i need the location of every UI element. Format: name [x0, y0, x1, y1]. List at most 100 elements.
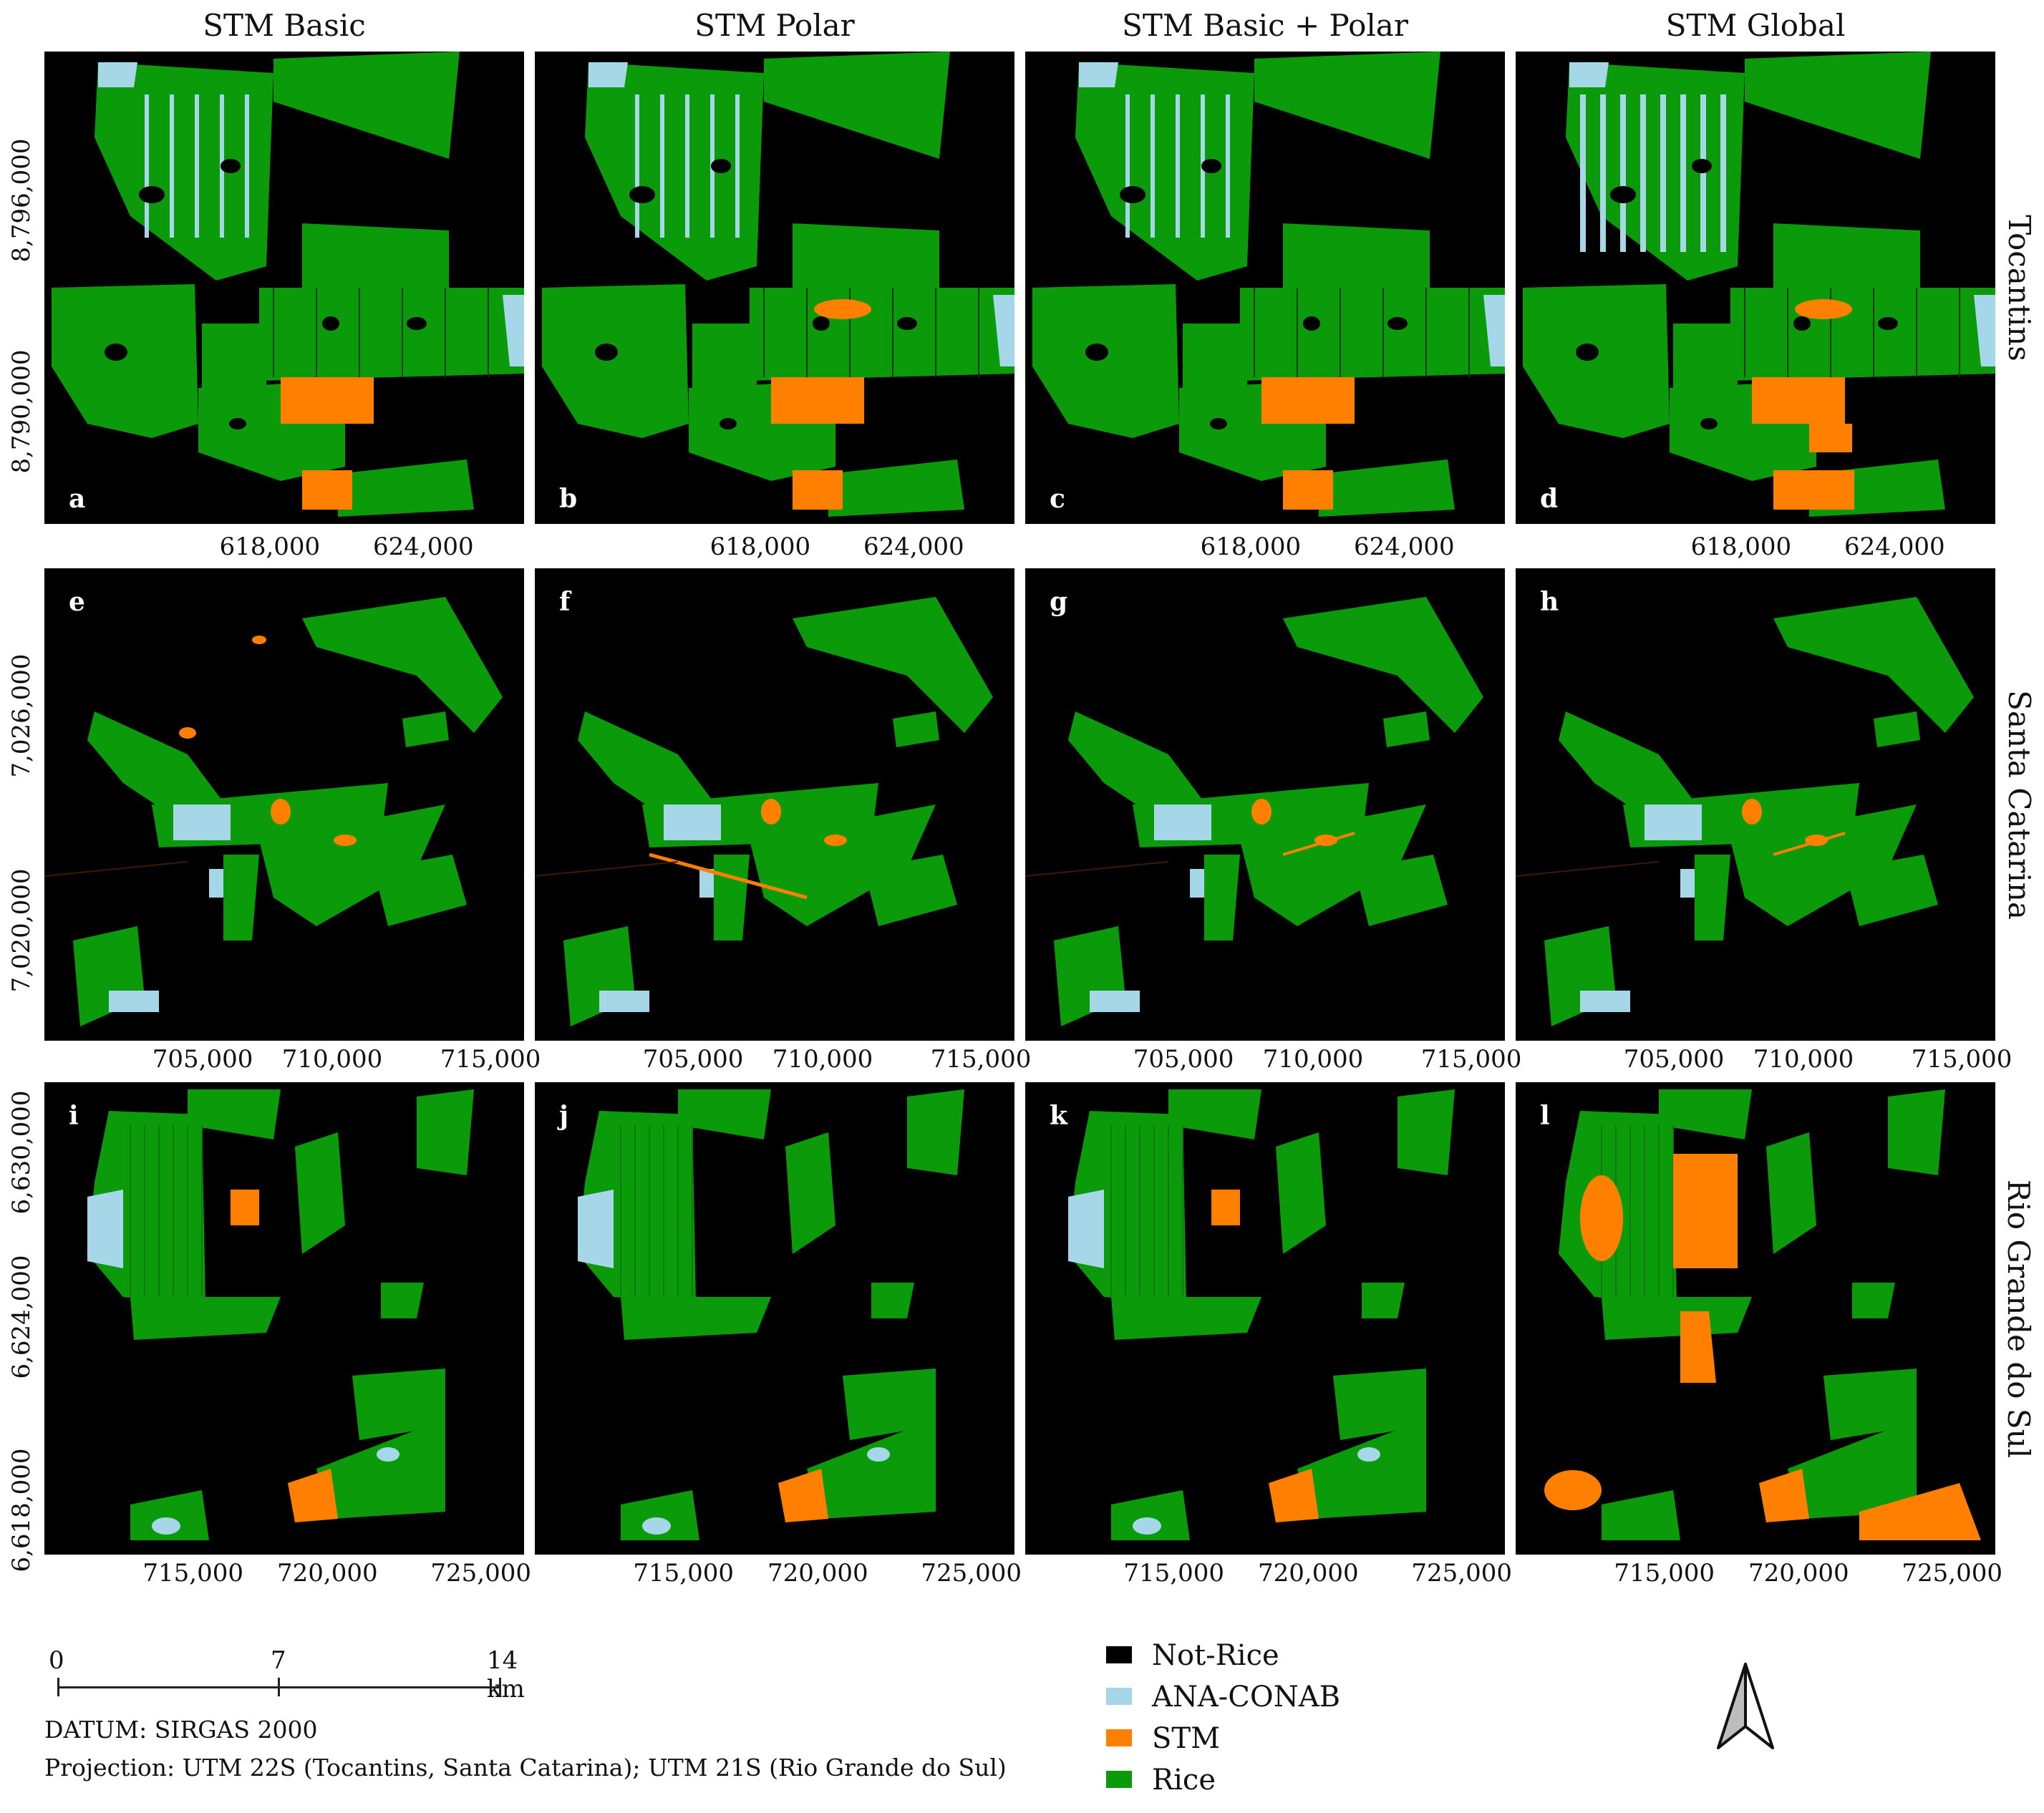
ana-conab-area: [109, 991, 159, 1012]
rice-field: [202, 324, 266, 388]
non-rice-gap: [1085, 344, 1108, 361]
rice-field: [1204, 855, 1240, 940]
river: [1025, 861, 1169, 877]
non-rice-gap: [1692, 159, 1712, 173]
non-rice-gap: [813, 316, 830, 331]
stm-area: [281, 377, 374, 424]
map-panel: j: [535, 1082, 1014, 1555]
non-rice-gap: [1700, 418, 1718, 429]
ana-conab-strip: [195, 94, 199, 238]
rice-field: [1788, 1419, 1917, 1519]
ana-conab-strip: [1600, 94, 1606, 252]
rice-field: [1168, 1089, 1261, 1139]
rice-field: [223, 855, 259, 940]
ana-conab-area: [1079, 62, 1118, 87]
ana-conab-area: [867, 1447, 890, 1462]
stm-area: [814, 299, 871, 319]
column-title: STM Basic: [203, 8, 366, 43]
rice-field: [1283, 597, 1483, 733]
legend-item: Not-Rice: [1106, 1638, 1392, 1673]
rice-field: [338, 460, 474, 517]
rice-field: [1319, 460, 1455, 517]
map-panel: b: [535, 52, 1014, 524]
legend-label: Rice: [1152, 1764, 1216, 1797]
rice-field: [828, 460, 964, 517]
ana-conab-area: [1645, 805, 1702, 840]
ana-conab-area: [599, 991, 649, 1012]
x-tick-label: 624,000: [1353, 533, 1455, 561]
rice-field: [785, 1132, 835, 1254]
ana-conab-area: [87, 1190, 123, 1268]
ana-conab-area: [1483, 295, 1505, 366]
map-raster: [542, 52, 1014, 517]
x-tick-label: 710,000: [281, 1045, 383, 1074]
rice-field: [1068, 711, 1211, 826]
x-tick-label: 715,000: [440, 1045, 541, 1074]
rice-field: [871, 1283, 914, 1318]
stm-area: [1283, 470, 1333, 510]
rice-field: [621, 1490, 699, 1540]
rice-field: [1602, 1297, 1752, 1340]
non-rice-gap: [1201, 159, 1221, 173]
ana-conab-area: [1190, 869, 1204, 898]
stm-area: [302, 470, 352, 510]
rice-field: [621, 1297, 771, 1340]
column-title: STM Global: [1665, 8, 1846, 43]
stm-area: [1211, 1190, 1240, 1225]
x-tick-label: 705,000: [152, 1045, 253, 1074]
non-rice-gap: [595, 344, 618, 361]
rice-field: [1333, 1369, 1426, 1440]
column-title: STM Basic + Polar: [1122, 8, 1408, 43]
non-rice-gap: [139, 186, 165, 203]
rice-field: [1888, 1089, 1945, 1175]
non-rice-gap: [720, 418, 737, 429]
panel-letter: d: [1540, 484, 1559, 514]
legend-swatch: [1106, 1729, 1132, 1746]
ana-conab-strip: [1660, 94, 1666, 252]
map-panel: f: [535, 568, 1014, 1041]
panel-letter: l: [1540, 1101, 1550, 1131]
scale-tick-label: 7: [271, 1646, 286, 1675]
non-rice-gap: [221, 159, 241, 173]
x-tick-label: 710,000: [1753, 1045, 1854, 1074]
ana-conab-strip: [245, 94, 249, 238]
legend-label: STM: [1152, 1722, 1221, 1755]
map-raster: [1523, 52, 1995, 517]
rice-field: [259, 288, 524, 381]
ana-conab-strip: [145, 94, 149, 238]
rice-field: [1602, 1490, 1680, 1540]
panel-letter: b: [559, 484, 578, 514]
ana-conab-strip: [660, 94, 664, 238]
ana-conab-strip: [1720, 94, 1726, 252]
x-tick-label: 618,000: [219, 533, 321, 561]
x-tick-label: 710,000: [1262, 1045, 1364, 1074]
ana-conab-strip: [1580, 94, 1586, 252]
x-tick-label: 720,000: [1748, 1559, 1849, 1588]
stm-area: [778, 1469, 828, 1522]
rice-field: [893, 711, 939, 747]
legend-item: Rice: [1106, 1762, 1392, 1798]
ana-conab-area: [1569, 62, 1609, 87]
rice-field: [1276, 1132, 1326, 1254]
non-rice-gap: [407, 317, 427, 330]
rice-field: [130, 1490, 209, 1540]
rice-field: [95, 62, 273, 281]
ana-conab-area: [209, 869, 223, 898]
ana-conab-strip: [685, 94, 689, 238]
rice-field: [678, 1089, 771, 1139]
stm-river: [1773, 832, 1846, 856]
non-rice-gap: [1878, 317, 1898, 330]
ana-conab-area: [1090, 991, 1140, 1012]
rice-field: [1730, 288, 1995, 381]
ana-conab-area: [98, 62, 137, 87]
stm-area: [1752, 377, 1845, 424]
stm-area: [1680, 1311, 1716, 1383]
legend-label: ANA-CONAB: [1152, 1681, 1340, 1714]
rice-field: [1773, 597, 1974, 733]
ana-conab-strip: [1640, 94, 1646, 252]
rice-field: [1183, 324, 1247, 388]
legend-label: Not-Rice: [1152, 1639, 1279, 1672]
stm-area: [288, 1469, 338, 1522]
non-rice-gap: [1793, 316, 1811, 331]
non-rice-gap: [629, 186, 655, 203]
